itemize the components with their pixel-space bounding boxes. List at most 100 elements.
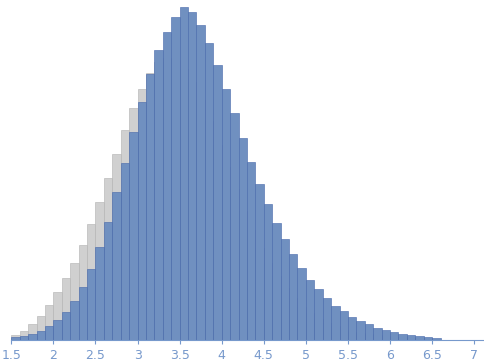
- Bar: [87, 224, 95, 339]
- Bar: [37, 315, 45, 339]
- Bar: [104, 178, 112, 339]
- Bar: [424, 337, 432, 339]
- Bar: [281, 288, 289, 339]
- Bar: [171, 17, 180, 339]
- Bar: [356, 333, 365, 339]
- Bar: [272, 276, 281, 339]
- Bar: [87, 269, 95, 339]
- Bar: [331, 326, 340, 339]
- Bar: [314, 319, 323, 339]
- Bar: [112, 154, 121, 339]
- Bar: [62, 278, 70, 339]
- Bar: [256, 248, 264, 339]
- Bar: [37, 331, 45, 339]
- Bar: [230, 189, 239, 339]
- Bar: [121, 163, 129, 339]
- Bar: [45, 326, 53, 339]
- Bar: [306, 280, 314, 339]
- Bar: [205, 121, 213, 339]
- Bar: [298, 307, 306, 339]
- Bar: [373, 327, 381, 339]
- Bar: [415, 338, 424, 339]
- Bar: [11, 337, 20, 339]
- Bar: [197, 25, 205, 339]
- Bar: [365, 334, 373, 339]
- Bar: [146, 74, 154, 339]
- Bar: [205, 43, 213, 339]
- Bar: [154, 50, 163, 339]
- Bar: [213, 146, 222, 339]
- Bar: [407, 338, 415, 339]
- Bar: [289, 254, 298, 339]
- Bar: [365, 324, 373, 339]
- Bar: [28, 334, 37, 339]
- Bar: [340, 311, 348, 339]
- Bar: [306, 313, 314, 339]
- Bar: [281, 239, 289, 339]
- Bar: [348, 317, 356, 339]
- Bar: [340, 330, 348, 339]
- Bar: [137, 89, 146, 339]
- Bar: [381, 330, 390, 339]
- Bar: [230, 113, 239, 339]
- Bar: [121, 130, 129, 339]
- Bar: [163, 58, 171, 339]
- Bar: [222, 89, 230, 339]
- Bar: [323, 298, 331, 339]
- Bar: [398, 337, 407, 339]
- Bar: [398, 334, 407, 339]
- Bar: [256, 184, 264, 339]
- Bar: [171, 60, 180, 339]
- Bar: [180, 7, 188, 339]
- Bar: [11, 335, 20, 339]
- Bar: [323, 323, 331, 339]
- Bar: [163, 32, 171, 339]
- Bar: [137, 102, 146, 339]
- Bar: [79, 287, 87, 339]
- Bar: [62, 312, 70, 339]
- Bar: [112, 192, 121, 339]
- Bar: [188, 82, 197, 339]
- Bar: [272, 223, 281, 339]
- Bar: [356, 321, 365, 339]
- Bar: [53, 291, 62, 339]
- Bar: [104, 222, 112, 339]
- Bar: [264, 204, 272, 339]
- Bar: [298, 268, 306, 339]
- Bar: [95, 202, 104, 339]
- Bar: [247, 231, 256, 339]
- Bar: [381, 336, 390, 339]
- Bar: [95, 247, 104, 339]
- Bar: [70, 263, 79, 339]
- Bar: [188, 12, 197, 339]
- Bar: [239, 138, 247, 339]
- Bar: [432, 338, 440, 339]
- Bar: [264, 263, 272, 339]
- Bar: [239, 211, 247, 339]
- Bar: [289, 298, 298, 339]
- Bar: [20, 331, 28, 339]
- Bar: [146, 73, 154, 339]
- Bar: [79, 245, 87, 339]
- Bar: [45, 305, 53, 339]
- Bar: [373, 335, 381, 339]
- Bar: [247, 162, 256, 339]
- Bar: [314, 289, 323, 339]
- Bar: [415, 336, 424, 339]
- Bar: [390, 332, 398, 339]
- Bar: [348, 332, 356, 339]
- Bar: [70, 301, 79, 339]
- Bar: [424, 338, 432, 339]
- Bar: [28, 324, 37, 339]
- Bar: [154, 62, 163, 339]
- Bar: [197, 99, 205, 339]
- Bar: [129, 108, 137, 339]
- Bar: [129, 132, 137, 339]
- Bar: [407, 335, 415, 339]
- Bar: [53, 320, 62, 339]
- Bar: [213, 65, 222, 339]
- Bar: [222, 167, 230, 339]
- Bar: [390, 337, 398, 339]
- Bar: [331, 306, 340, 339]
- Bar: [180, 69, 188, 339]
